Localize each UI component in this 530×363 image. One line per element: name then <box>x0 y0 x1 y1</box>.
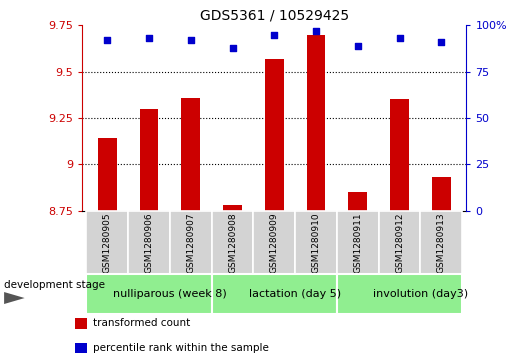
Bar <box>211 274 337 314</box>
Text: nulliparous (week 8): nulliparous (week 8) <box>113 289 227 299</box>
Point <box>228 45 237 50</box>
Point <box>145 36 153 41</box>
Point <box>270 32 279 38</box>
Bar <box>75 343 86 353</box>
Bar <box>253 211 295 274</box>
Bar <box>128 211 170 274</box>
Text: GSM1280910: GSM1280910 <box>312 212 321 273</box>
Text: lactation (day 5): lactation (day 5) <box>249 289 341 299</box>
Bar <box>295 211 337 274</box>
Point <box>437 39 446 45</box>
Bar <box>337 274 462 314</box>
Text: involution (day3): involution (day3) <box>373 289 468 299</box>
Bar <box>75 318 86 329</box>
Text: transformed count: transformed count <box>93 318 190 329</box>
Bar <box>390 99 409 211</box>
Point <box>103 37 111 43</box>
Bar <box>348 192 367 211</box>
Bar <box>139 109 158 211</box>
Point <box>354 43 362 49</box>
Text: GSM1280908: GSM1280908 <box>228 212 237 273</box>
Bar <box>337 211 379 274</box>
Title: GDS5361 / 10529425: GDS5361 / 10529425 <box>200 9 349 23</box>
Text: development stage: development stage <box>4 280 105 290</box>
Text: GSM1280913: GSM1280913 <box>437 212 446 273</box>
Point <box>187 37 195 43</box>
Bar <box>223 205 242 211</box>
Text: GSM1280912: GSM1280912 <box>395 212 404 273</box>
Bar <box>86 274 211 314</box>
Bar <box>432 177 450 211</box>
Text: GSM1280911: GSM1280911 <box>354 212 363 273</box>
Bar <box>86 211 128 274</box>
Text: GSM1280906: GSM1280906 <box>145 212 154 273</box>
Bar <box>170 211 211 274</box>
Text: percentile rank within the sample: percentile rank within the sample <box>93 343 269 353</box>
Point <box>312 28 320 34</box>
Text: GSM1280909: GSM1280909 <box>270 212 279 273</box>
Bar <box>307 35 325 211</box>
Polygon shape <box>4 292 24 304</box>
Bar <box>420 211 462 274</box>
Point <box>395 36 404 41</box>
Text: GSM1280905: GSM1280905 <box>103 212 112 273</box>
Text: GSM1280907: GSM1280907 <box>186 212 195 273</box>
Bar <box>211 211 253 274</box>
Bar <box>265 59 284 211</box>
Bar <box>98 138 117 211</box>
Bar <box>379 211 420 274</box>
Bar <box>181 98 200 211</box>
